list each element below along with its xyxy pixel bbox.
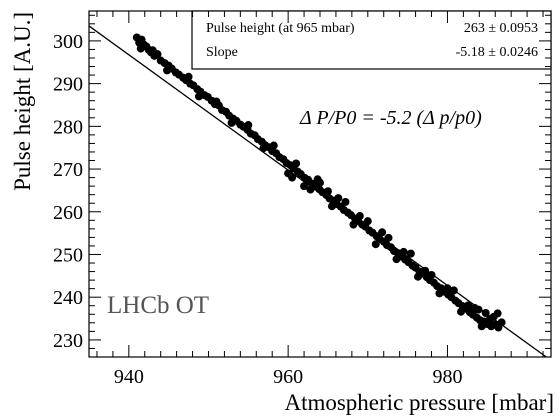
data-point — [406, 249, 415, 258]
data-point — [399, 247, 408, 256]
data-point — [292, 159, 301, 168]
data-point — [327, 202, 336, 211]
data-points — [132, 33, 506, 332]
x-tick-label: 980 — [432, 366, 462, 388]
fit-line-group — [88, 25, 547, 358]
data-point — [269, 141, 278, 150]
formula-annotation: Δ P/P0 = -5.2 (Δ p/p0) — [299, 107, 482, 129]
y-tick-label: 270 — [53, 159, 83, 181]
y-axis-title: Pulse height [A.U.] — [10, 12, 35, 191]
data-point — [493, 309, 502, 318]
y-tick-label: 250 — [53, 244, 83, 266]
data-point — [456, 307, 465, 316]
data-point — [323, 187, 332, 196]
data-point — [371, 240, 380, 249]
y-tick-label: 240 — [53, 287, 83, 309]
data-point — [163, 66, 172, 75]
data-point — [378, 228, 387, 237]
x-tick-label: 960 — [273, 366, 303, 388]
y-tick-label: 230 — [53, 330, 83, 352]
x-tick-label: 940 — [114, 366, 144, 388]
data-point — [194, 92, 203, 101]
data-point — [497, 318, 506, 327]
data-point — [288, 173, 297, 182]
data-point — [148, 46, 157, 55]
fit-line — [88, 25, 547, 358]
data-point — [136, 44, 145, 53]
data-point — [349, 220, 358, 229]
data-point — [435, 289, 444, 298]
lhcb-ot-label: LHCb OT — [107, 292, 209, 319]
data-point — [392, 255, 401, 264]
data-point — [244, 121, 253, 130]
stats-label-slope: Slope — [206, 45, 238, 60]
data-point — [363, 217, 372, 226]
y-tick-label: 280 — [53, 116, 83, 138]
data-point — [355, 212, 364, 221]
data-point — [227, 118, 236, 127]
y-tick-label: 290 — [53, 74, 83, 96]
stats-value-slope: -5.18 ± 0.0246 — [456, 45, 538, 60]
stats-value-pulse-height: 263 ± 0.0953 — [464, 21, 538, 36]
data-point — [464, 301, 473, 310]
axis-ticks: 940 960 980 230 240 250 260 270 280 290 300 — [53, 11, 551, 388]
data-point — [477, 322, 486, 331]
data-point — [316, 178, 324, 187]
data-point — [421, 266, 430, 275]
data-point — [334, 194, 343, 203]
y-tick-label: 300 — [53, 31, 83, 53]
data-point — [413, 272, 422, 281]
y-tick-label: 260 — [53, 202, 83, 224]
data-point — [300, 182, 309, 191]
stats-label-pulse-height: Pulse height (at 965 mbar) — [206, 21, 355, 36]
data-point — [212, 97, 221, 106]
x-axis-title: Atmospheric pressure [mbar] — [284, 390, 554, 415]
stats-box: Pulse height (at 965 mbar) 263 ± 0.0953 … — [191, 10, 552, 70]
data-point — [341, 197, 350, 206]
data-point — [384, 233, 393, 242]
data-point — [184, 72, 193, 81]
stats-box-frame — [191, 10, 552, 70]
